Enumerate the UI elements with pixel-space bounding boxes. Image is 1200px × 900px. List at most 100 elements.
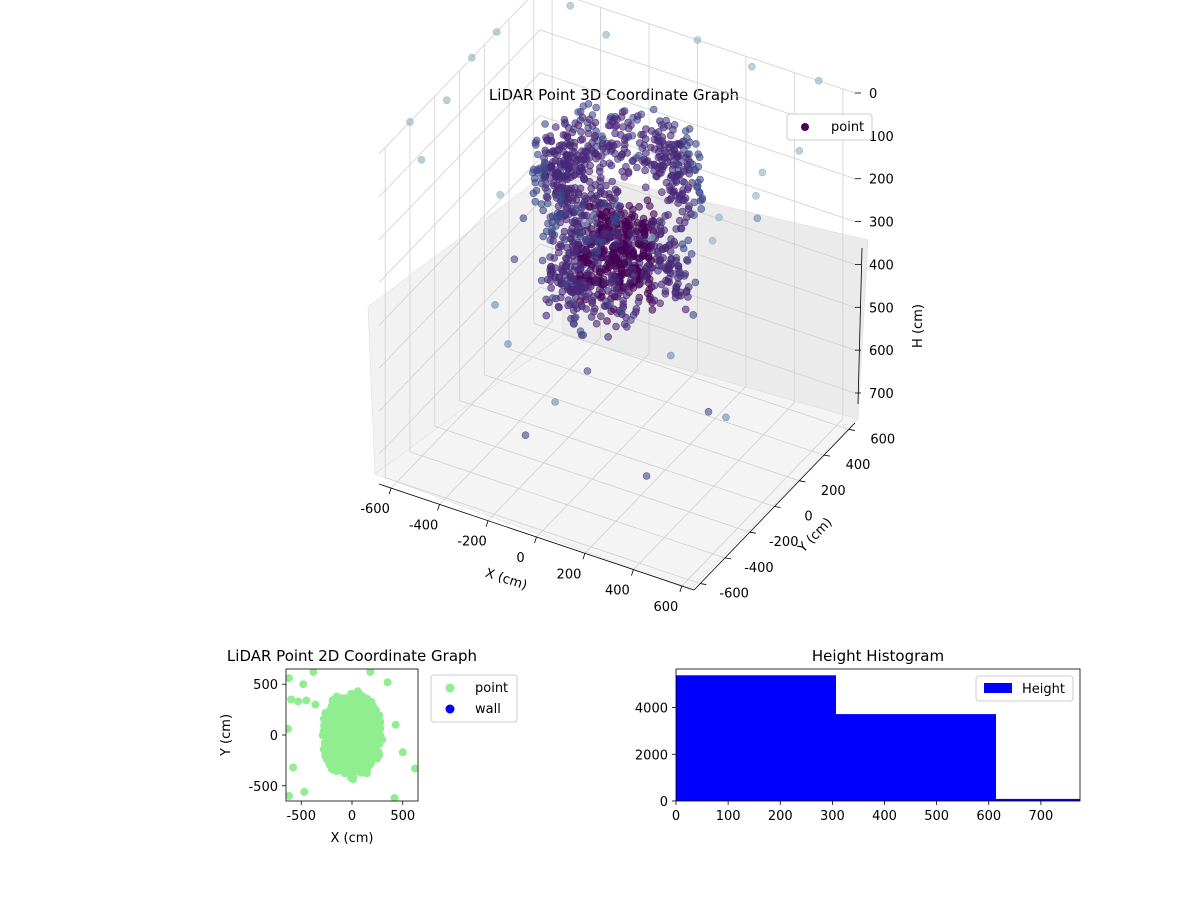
point-3d (531, 138, 540, 147)
point-3d (558, 141, 566, 149)
point-3d (612, 121, 621, 130)
point-3d (551, 123, 560, 131)
point-3d (542, 311, 551, 320)
point-3d (580, 192, 589, 200)
point-3d (565, 141, 574, 149)
y-axis-label-2d: Y (cm) (219, 714, 234, 757)
legend-histogram-patch (984, 683, 1012, 693)
point-3d (689, 311, 698, 319)
point-3d (641, 183, 650, 192)
point-3d (681, 270, 690, 278)
point-3d (647, 263, 655, 272)
z-ticks-3d: 0 100 200 300 400 500 600 700 (855, 87, 894, 402)
point-3d (521, 431, 530, 440)
point-3d (554, 169, 562, 178)
histogram-title: Height Histogram (812, 647, 944, 665)
grid-line-3d (378, 72, 541, 240)
point-3d (650, 145, 659, 153)
point-2d (347, 689, 356, 698)
histogram-bar (836, 714, 996, 801)
point-3d (592, 277, 600, 285)
point-3d (590, 230, 599, 238)
point-3d (593, 247, 602, 255)
point-3d (598, 238, 607, 247)
y-tick-mark-3d (823, 454, 831, 457)
point-3d (619, 300, 628, 309)
y-axis-label-3d: Y (cm) (795, 515, 836, 556)
y-tick-label-2d: 500 (253, 678, 278, 693)
grid-line-3d (539, 200, 856, 308)
point-3d (611, 149, 619, 158)
point-3d (578, 113, 587, 122)
point-2d (337, 754, 346, 763)
point-3d (694, 162, 703, 171)
point-2d (335, 696, 344, 705)
point-2d (345, 717, 354, 726)
hist-x-tick-label: 100 (716, 809, 741, 824)
point-3d (532, 166, 541, 175)
point-3d (630, 212, 639, 221)
point-3d (576, 230, 584, 239)
point-3d (627, 121, 635, 129)
point-3d (578, 151, 586, 160)
point-3d (577, 204, 586, 212)
point-3d (649, 210, 658, 218)
point-3d (560, 115, 569, 124)
point-3d (624, 168, 633, 176)
point-2d (328, 696, 337, 705)
z-tick-label-3d: 100 (869, 130, 894, 145)
point-3d (663, 266, 671, 275)
x-tick-label-3d: -400 (409, 518, 439, 533)
point-2d (370, 721, 379, 729)
x-tick-label-3d: 200 (557, 567, 582, 582)
point-3d (611, 194, 619, 203)
point-3d (442, 96, 451, 105)
point-3d (658, 137, 667, 145)
grid-line-3d (508, 348, 825, 456)
grid-line-3d (378, 115, 541, 283)
histogram-bar (676, 675, 836, 801)
point-3d (547, 284, 555, 292)
point-3d (715, 213, 723, 222)
point-3d (634, 297, 643, 306)
point-3d (752, 192, 760, 200)
point-3d (627, 229, 635, 238)
y-tick-label-3d: 600 (870, 432, 895, 447)
point-3d (674, 274, 682, 282)
point-3d (629, 156, 637, 165)
point-3d (491, 301, 499, 309)
point-2d (346, 761, 355, 770)
point-3d (617, 307, 626, 316)
point-3d (583, 367, 592, 375)
point-3d (616, 131, 625, 139)
point-3d (684, 236, 693, 245)
point-2d (361, 730, 369, 739)
point-3d (571, 313, 580, 322)
point-2d (361, 755, 370, 764)
x-tick-label-2d: -500 (286, 809, 316, 824)
point-3d (690, 211, 698, 219)
point-3d (591, 132, 600, 140)
point-3d (612, 322, 620, 331)
point-3d (496, 191, 505, 199)
x-tick-label-3d: 400 (605, 584, 630, 599)
points-3d (406, 1, 828, 480)
point-3d (645, 202, 654, 210)
point-3d (694, 178, 702, 187)
point-3d (670, 238, 678, 246)
histogram-bar (996, 798, 1080, 801)
point-3d (602, 30, 611, 39)
point-3d (635, 254, 644, 263)
point-3d (610, 242, 618, 250)
point-3d (613, 255, 621, 264)
point-2d (334, 761, 343, 770)
point-3d (648, 218, 657, 226)
point-3d (592, 103, 601, 112)
point-3d (643, 157, 652, 165)
point-3d (562, 215, 571, 224)
point-3d (661, 289, 670, 298)
y-tick-label-3d: 400 (846, 458, 871, 473)
z-tick-label-3d: 500 (869, 301, 894, 316)
point-2d (331, 724, 340, 732)
point-2d-outlier (390, 794, 399, 801)
